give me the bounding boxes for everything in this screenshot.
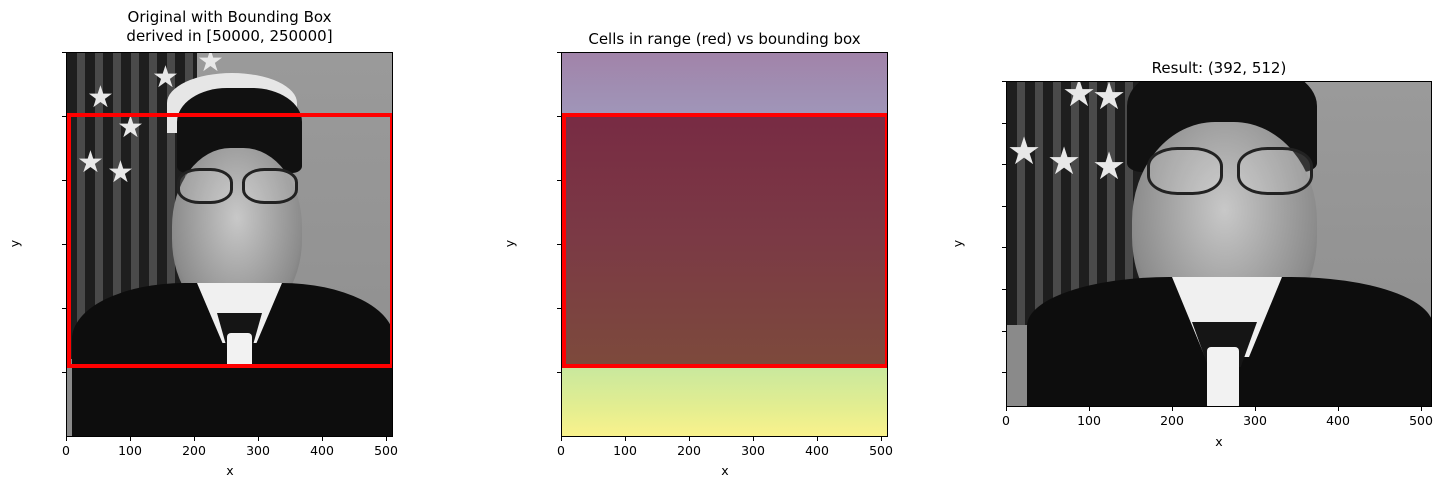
band-in-range (562, 115, 887, 366)
panel-result-title: Result: (392, 512) (1151, 59, 1287, 77)
title-line-2: derived in [50000, 250000] (126, 27, 333, 45)
x-tick-label: 400 (805, 443, 829, 458)
x-tick-label: 200 (1160, 413, 1184, 428)
x-tick-label: 0 (557, 443, 565, 458)
x-tick-label: 0 (62, 443, 70, 458)
title-line-1: Original with Bounding Box (127, 8, 332, 26)
x-tick-label: 200 (677, 443, 701, 458)
x-axis-label: x (721, 463, 729, 478)
x-axis-label: x (1215, 434, 1223, 449)
band-below-range (562, 53, 887, 115)
x-tick-label: 100 (613, 443, 637, 458)
x-tick-label: 500 (374, 443, 398, 458)
y-axis-label: y (950, 239, 966, 248)
mask-heatmap-axes (561, 52, 888, 437)
band-above-range (562, 366, 887, 436)
bounding-box (67, 113, 392, 368)
bounding-box (562, 113, 887, 368)
x-tick-label: 100 (1077, 413, 1101, 428)
x-tick-label: 300 (741, 443, 765, 458)
x-tick-label: 300 (246, 443, 270, 458)
x-tick-label: 200 (182, 443, 206, 458)
result-image-axes: ★ ★ ★ ★ ★ (1006, 81, 1432, 407)
panel-original-title: Original with Bounding Box derived in [5… (66, 8, 393, 46)
original-image-axes: ★ ★ ★ ★ ★ ★ (66, 52, 393, 437)
x-tick-label: 400 (1326, 413, 1350, 428)
x-tick-label: 300 (1243, 413, 1267, 428)
x-axis-label: x (226, 463, 234, 478)
y-axis-label: y (502, 239, 518, 248)
x-tick-label: 400 (310, 443, 334, 458)
x-tick-label: 500 (1409, 413, 1433, 428)
x-tick-label: 500 (869, 443, 893, 458)
x-tick-label: 0 (1002, 413, 1010, 428)
panel-mask-title: Cells in range (red) vs bounding box (588, 30, 861, 48)
x-tick-label: 100 (118, 443, 142, 458)
cropped-portrait-photo: ★ ★ ★ ★ ★ (1007, 82, 1431, 406)
y-axis-label: y (7, 239, 23, 248)
portrait-photo: ★ ★ ★ ★ ★ ★ (67, 53, 392, 436)
